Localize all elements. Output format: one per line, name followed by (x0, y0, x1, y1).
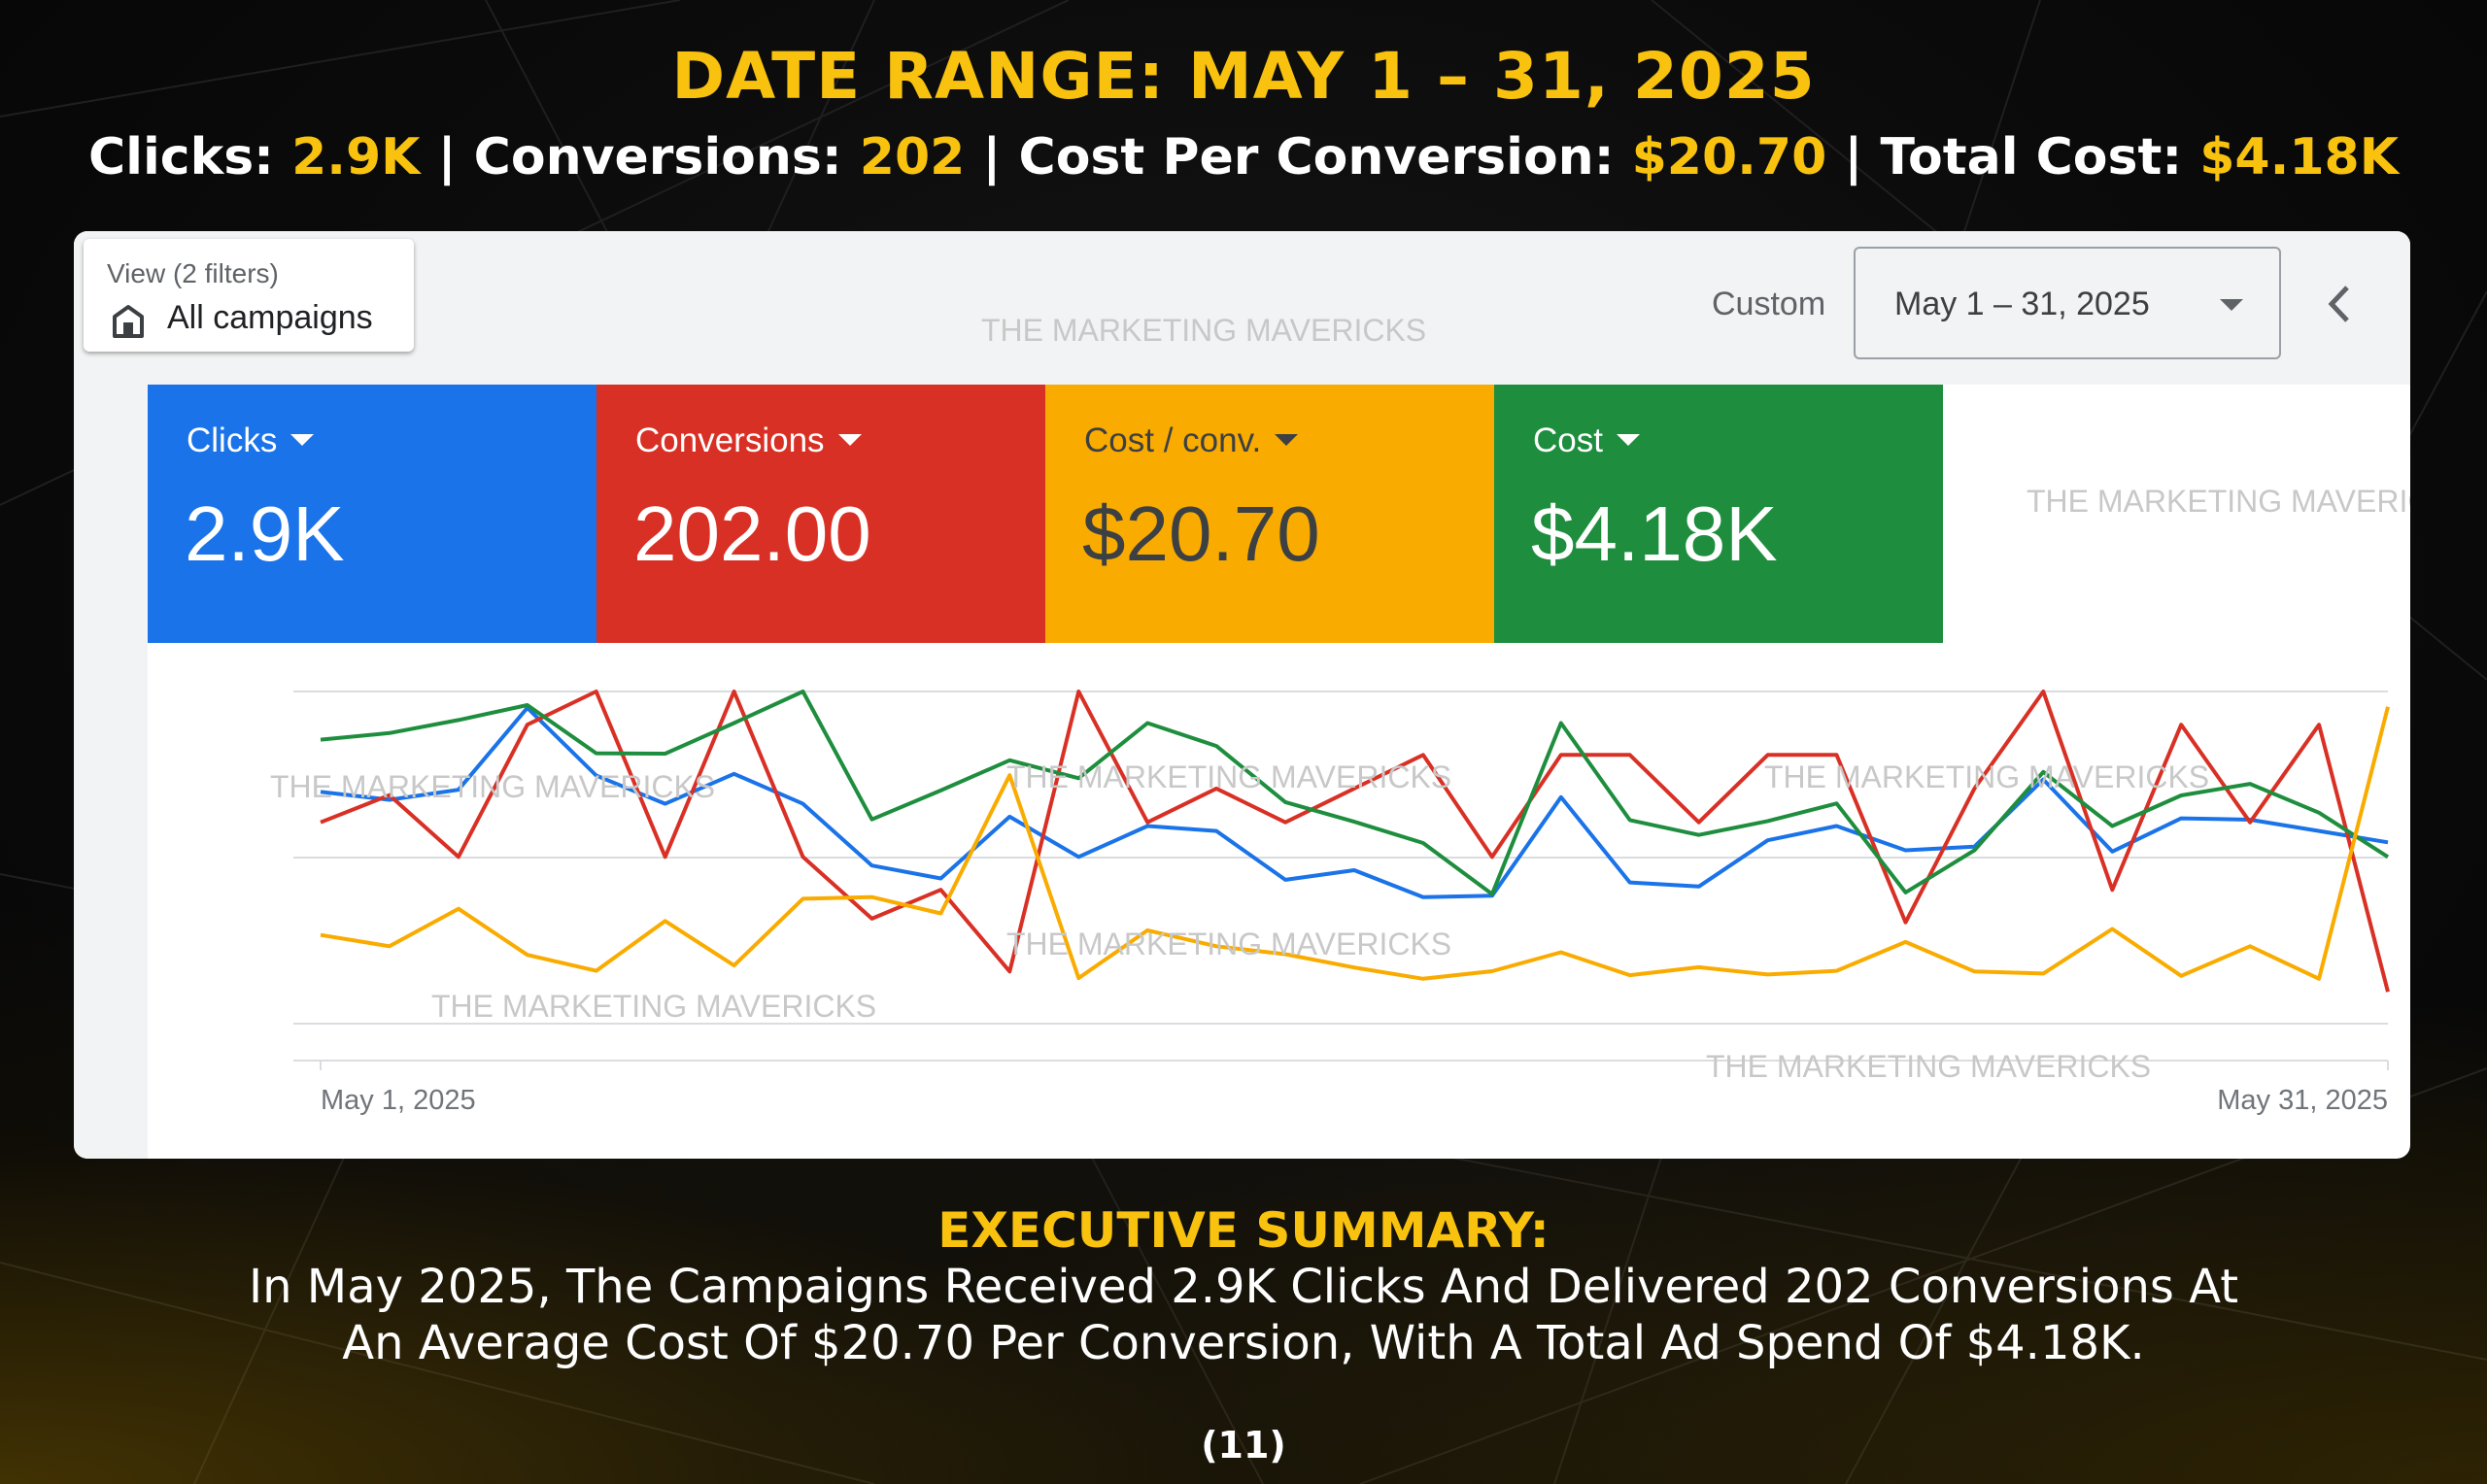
watermark: THE MARKETING MAVERICKS (1006, 927, 1452, 961)
metric-label: Clicks (187, 422, 278, 459)
metric-card-clicks[interactable]: Clicks 2.9K (148, 385, 596, 643)
metric-value: $4.18K (1531, 490, 1778, 577)
stat-label: | Conversions: (420, 128, 860, 186)
view-filter-value: All campaigns (167, 299, 373, 336)
page-number: (11) (1201, 1424, 1286, 1467)
metric-value: $20.70 (1082, 490, 1320, 577)
stat-value: 202 (859, 128, 966, 186)
stat-value: $4.18K (2199, 128, 2400, 186)
metric-card-cost[interactable]: Cost $4.18K (1494, 385, 1943, 643)
summary-title: EXECUTIVE SUMMARY: (937, 1202, 1550, 1259)
watermark: THE MARKETING MAVERICKS (2027, 484, 2410, 519)
custom-label: Custom (1712, 286, 1826, 322)
series-line-0 (320, 705, 2389, 899)
caret-down-icon (1275, 433, 1299, 446)
stats-summary-line: Clicks: 2.9K | Conversions: 202 | Cost P… (0, 128, 2487, 186)
x-tick-label-end: May 31, 2025 (2217, 1085, 2388, 1116)
stat-label: Clicks: (87, 128, 292, 186)
left-gutter (74, 385, 148, 1159)
watermark: THE MARKETING MAVERICKS (1706, 1049, 2152, 1084)
series-line-1 (320, 690, 2390, 993)
series-line-2 (320, 690, 2390, 896)
metric-value: 2.9K (185, 490, 345, 577)
watermark: THE MARKETING MAVERICKS (270, 769, 716, 804)
stat-label: | Cost Per Conversion: (965, 128, 1632, 186)
performance-line-chart: May 1, 2025 May 31, 2025 (293, 690, 2390, 1116)
metric-label: Cost (1533, 422, 1603, 459)
metric-label-wrap: Cost / conv. (1084, 422, 1299, 460)
chevron-left-icon[interactable] (2320, 280, 2359, 328)
ads-overview-panel: View (2 filters) All campaigns THE MARKE… (74, 231, 2410, 1159)
date-range-value: May 1 – 31, 2025 (1894, 286, 2150, 322)
watermark: THE MARKETING MAVERICKS (981, 313, 1427, 348)
watermark: THE MARKETING MAVERICKS (1764, 759, 2210, 794)
stat-value: 2.9K (291, 128, 421, 186)
metric-label: Cost / conv. (1084, 422, 1262, 459)
metric-card-conversions[interactable]: Conversions 202.00 (596, 385, 1045, 643)
summary-text: In May 2025, The Campaigns Received 2.9K… (248, 1260, 2239, 1370)
stat-label: | Total Cost: (1826, 128, 2200, 186)
watermark: THE MARKETING MAVERICKS (1006, 759, 1452, 794)
toolbar: View (2 filters) All campaigns THE MARKE… (74, 231, 2410, 385)
page-title: DATE RANGE: MAY 1 – 31, 2025 (671, 39, 1816, 114)
caret-down-icon (1616, 433, 1640, 446)
view-filter-label: View (2 filters) (107, 258, 279, 288)
metric-label: Conversions (635, 422, 825, 459)
stat-value: $20.70 (1631, 128, 1827, 186)
metric-value: 202.00 (633, 490, 871, 577)
store-icon (113, 305, 144, 338)
metric-label-wrap: Clicks (187, 422, 315, 460)
date-range-select[interactable]: May 1 – 31, 2025 (1854, 247, 2281, 359)
view-filter-button[interactable]: View (2 filters) All campaigns (84, 239, 414, 352)
x-tick-label-start: May 1, 2025 (321, 1085, 476, 1116)
watermark: THE MARKETING MAVERICKS (431, 989, 877, 1024)
metric-label-wrap: Cost (1533, 422, 1640, 460)
series-line-3 (320, 706, 2390, 981)
metric-label-wrap: Conversions (635, 422, 862, 460)
caret-down-icon (837, 433, 862, 446)
metric-card-cost-per-conversion[interactable]: Cost / conv. $20.70 (1045, 385, 1494, 643)
caret-down-icon (290, 433, 315, 446)
chevron-down-icon (2220, 299, 2243, 311)
